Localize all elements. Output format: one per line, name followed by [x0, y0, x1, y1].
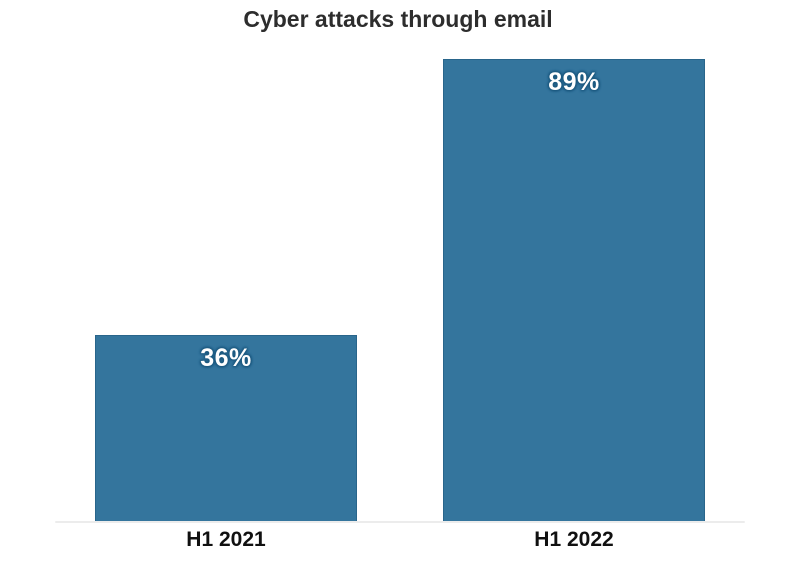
bar-value-label-h1-2021: 36% [200, 344, 252, 372]
x-axis-line [55, 521, 745, 523]
x-tick-label-h1-2022: H1 2022 [534, 528, 614, 551]
x-tick-label-h1-2021: H1 2021 [186, 528, 266, 551]
bar-h1-2021: 36% [95, 335, 357, 522]
bar-value-label-h1-2022: 89% [548, 68, 600, 96]
chart-title: Cyber attacks through email [243, 6, 553, 32]
bar-h1-2022: 89% [443, 59, 705, 522]
